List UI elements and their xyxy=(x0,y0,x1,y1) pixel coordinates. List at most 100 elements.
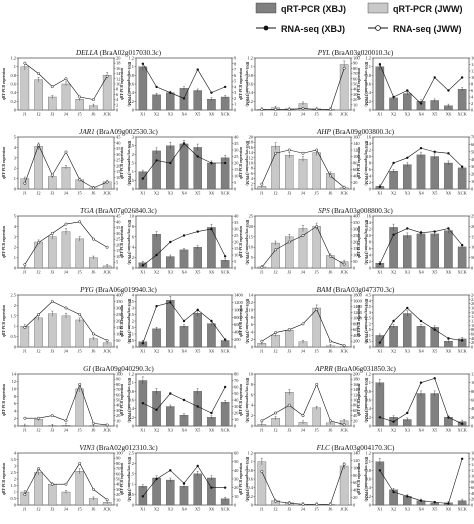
y2-tick-label-jww: 0 xyxy=(353,345,356,350)
rnaseq-point-jww-J5 xyxy=(315,502,319,506)
x-tick-label-jww-J1: J1 xyxy=(260,191,264,196)
gene-symbol: VIN3 xyxy=(79,444,95,452)
x-tick-label-xbj-XCK: XCK xyxy=(221,349,231,354)
x-tick-label-xbj-X6: X6 xyxy=(209,270,215,275)
rnaseq-point-xbj-X1 xyxy=(141,402,145,405)
legend-swatch-xbj xyxy=(255,2,277,14)
rnaseq-point-jww-J2 xyxy=(274,108,278,111)
bar-xbj-X4 xyxy=(179,486,189,506)
rnaseq-point-xbj-X6 xyxy=(447,502,450,505)
bar-jww-J4 xyxy=(61,315,71,348)
rnaseq-point-jww-J3 xyxy=(50,482,54,486)
gene-panel-pyl: PYL (BraA03g020010.3c) 0 0.2 0.4 0.6 0.8 1 1.2 0… xyxy=(239,49,474,117)
bar-xbj-X6 xyxy=(444,230,453,269)
y2-axis-label-jww: RNA-seq expression (FPKM) xyxy=(127,299,131,345)
y-tick-label-xbj: 0.5 xyxy=(129,492,135,497)
x-tick-label-xbj-X3: X3 xyxy=(405,270,411,275)
rnaseq-point-jww-J4 xyxy=(301,106,305,110)
y2-tick-label-jww: 70 xyxy=(116,466,121,471)
rnaseq-point-jww-J1 xyxy=(23,493,27,497)
x-tick-label-jww-J5: J5 xyxy=(78,507,83,512)
y-tick-label-jww: 0.5 xyxy=(11,334,17,339)
y-tick-label-xbj: 2.5 xyxy=(129,451,135,456)
y-tick-label-jww: 0 xyxy=(251,345,254,350)
gene-symbol: SPS xyxy=(318,207,330,215)
y2-tick-label-xbj: 60 xyxy=(471,398,474,403)
y2-tick-label-jww: 140 xyxy=(353,387,360,392)
y2-tick-label-xbj: 0 xyxy=(234,266,237,271)
y2-tick-label-xbj: 30 xyxy=(234,227,239,232)
y2-tick-label-xbj: 9 xyxy=(234,56,237,61)
y2-axis-label-xbj: RNA-seq expression (FPKM) xyxy=(245,378,249,424)
y2-tick-label-jww: 20 xyxy=(353,495,358,500)
x-tick-label-xbj-X5: X5 xyxy=(432,349,438,354)
x-tick-label-jww-J1: J1 xyxy=(23,270,27,275)
bar-xbj-X2 xyxy=(389,170,398,190)
y2-tick-label-jww: 20 xyxy=(353,97,358,102)
x-tick-label-jww-J2: J2 xyxy=(37,428,41,433)
y2-tick-label-xbj: 250 xyxy=(471,214,474,219)
bar-jww-J3 xyxy=(285,330,294,348)
y-tick-label-xbj: 1 xyxy=(132,332,134,337)
rnaseq-point-xbj-X2 xyxy=(155,477,158,481)
rnaseq-point-jww-JCK xyxy=(342,185,346,189)
y2-tick-label-xbj: 30 xyxy=(234,148,239,153)
y-tick-label-xbj: 6 xyxy=(369,167,372,172)
x-tick-label-xbj-XCK: XCK xyxy=(221,270,231,275)
y2-tick-label-xbj: 15 xyxy=(234,167,239,172)
y-tick-label-jww: 0 xyxy=(14,187,17,192)
y-axis-label-jww: qRT-PCR expression xyxy=(239,384,243,416)
y2-axis-label-jww: RNA-seq expression (FPKM) xyxy=(127,141,131,187)
y-tick-label-xbj: 1 xyxy=(132,64,134,69)
bar-xbj-X3 xyxy=(166,406,175,427)
y2-tick-label-jww: 100 xyxy=(353,56,360,61)
rnaseq-point-jww-J6 xyxy=(328,502,332,506)
bar-xbj-XCK xyxy=(220,402,230,427)
bar-xbj-X4 xyxy=(179,415,189,427)
rnaseq-point-xbj-X1 xyxy=(378,63,382,66)
y-tick-label-jww: 0.6 xyxy=(11,82,17,87)
rnaseq-point-jww-J2 xyxy=(274,499,278,503)
x-tick-label-xbj-X4: X4 xyxy=(181,191,187,196)
y-tick-label-xbj: 2.5 xyxy=(129,143,135,148)
x-tick-label-jww-J2: J2 xyxy=(274,270,278,275)
x-tick-label-jww-JCK: JCK xyxy=(340,270,349,275)
x-tick-label-xbj-X2: X2 xyxy=(154,349,159,354)
y-tick-label-xbj: 0.2 xyxy=(129,99,135,104)
y2-tick-label-xbj: 6 xyxy=(234,73,237,78)
y-axis-label-xbj: qRT-PCR expression xyxy=(357,463,361,495)
rnaseq-point-jww-JCK xyxy=(105,498,109,502)
x-tick-label-xbj-X5: X5 xyxy=(432,507,438,512)
y-tick-label-xbj: 0 xyxy=(132,108,135,113)
x-tick-label-jww-J4: J4 xyxy=(301,349,306,354)
y-tick-label-xbj: 2 xyxy=(132,255,134,260)
y2-tick-label-xbj: 120 xyxy=(471,468,474,473)
x-tick-label-xbj-X4: X4 xyxy=(181,428,187,433)
rnaseq-point-jww-J5 xyxy=(315,224,319,228)
y-tick-label-jww: 8 xyxy=(14,394,17,399)
y2-axis-label-jww: RNA-seq expression (FPKM) xyxy=(127,62,131,108)
y-tick-label-jww: 0.2 xyxy=(248,494,254,499)
y-tick-label-jww: 2 xyxy=(14,166,16,171)
x-tick-label-xbj-X3: X3 xyxy=(168,112,174,117)
x-tick-label-xbj-X3: X3 xyxy=(168,428,174,433)
rnaseq-point-xbj-X6 xyxy=(210,161,213,165)
x-tick-label-jww-J2: J2 xyxy=(37,270,41,275)
y-tick-label-xbj: 10 xyxy=(130,214,135,219)
y2-tick-label-jww: 45 xyxy=(116,135,121,140)
y2-tick-label-jww: 80 xyxy=(353,473,358,478)
y-axis-label-jww: qRT-PCR expression xyxy=(2,68,6,100)
y-tick-label-xbj: 2 xyxy=(132,152,134,157)
y-tick-label-jww: 0 xyxy=(251,503,254,508)
x-tick-label-jww-J2: J2 xyxy=(274,507,278,512)
y2-tick-label-jww: 0 xyxy=(353,266,356,271)
rnaseq-point-jww-J3 xyxy=(287,501,291,505)
y-tick-label-xbj: 3 xyxy=(132,135,135,140)
gene-symbol: DELLA xyxy=(75,49,99,57)
rnaseq-point-jww-J3 xyxy=(50,231,54,235)
y2-tick-label-jww: 1200 xyxy=(353,310,363,315)
rnaseq-point-jww-J1 xyxy=(23,326,27,329)
y2-tick-label-xbj: 60 xyxy=(234,451,239,456)
plot-frame-jww xyxy=(254,452,352,506)
bar-xbj-X4 xyxy=(416,233,426,269)
